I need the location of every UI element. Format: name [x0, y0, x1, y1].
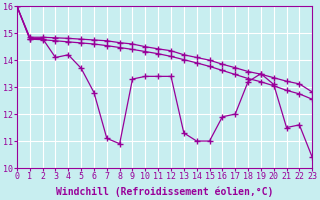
X-axis label: Windchill (Refroidissement éolien,°C): Windchill (Refroidissement éolien,°C): [56, 187, 273, 197]
